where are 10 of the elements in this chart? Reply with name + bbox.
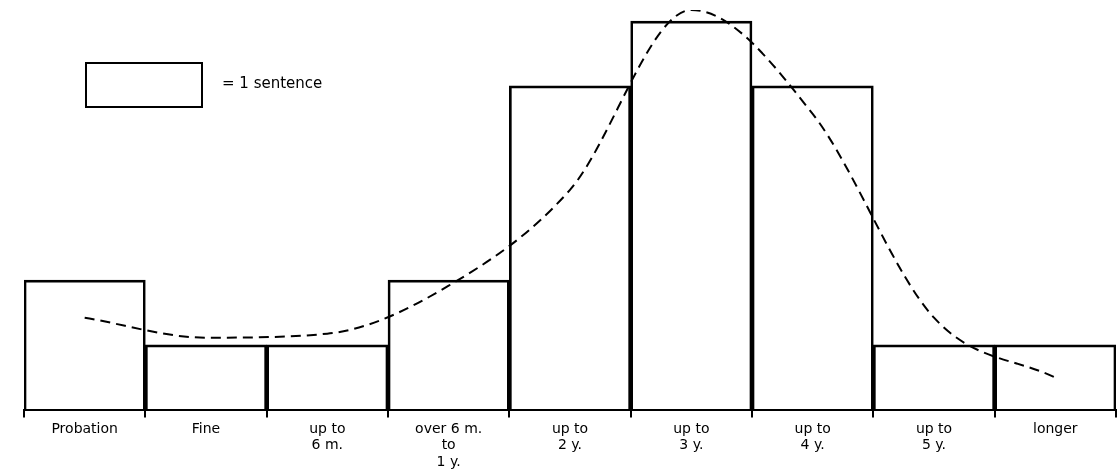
- x-tick-label: longer: [1033, 419, 1078, 436]
- x-tick-label: Probation: [51, 419, 118, 436]
- x-tick-label: up to 5 y.: [915, 419, 953, 453]
- x-tick-label: over 6 m. to 1 y.: [415, 419, 483, 470]
- x-tick-label: up to 6 m.: [309, 419, 346, 453]
- x-tick-label: up to 4 y.: [794, 419, 831, 453]
- x-tick-label: Fine: [191, 419, 221, 436]
- x-tick-label: up to 2 y.: [551, 419, 589, 453]
- annotation: = 1 sentence: [222, 74, 323, 92]
- x-tick-label: up to 3 y.: [673, 419, 710, 453]
